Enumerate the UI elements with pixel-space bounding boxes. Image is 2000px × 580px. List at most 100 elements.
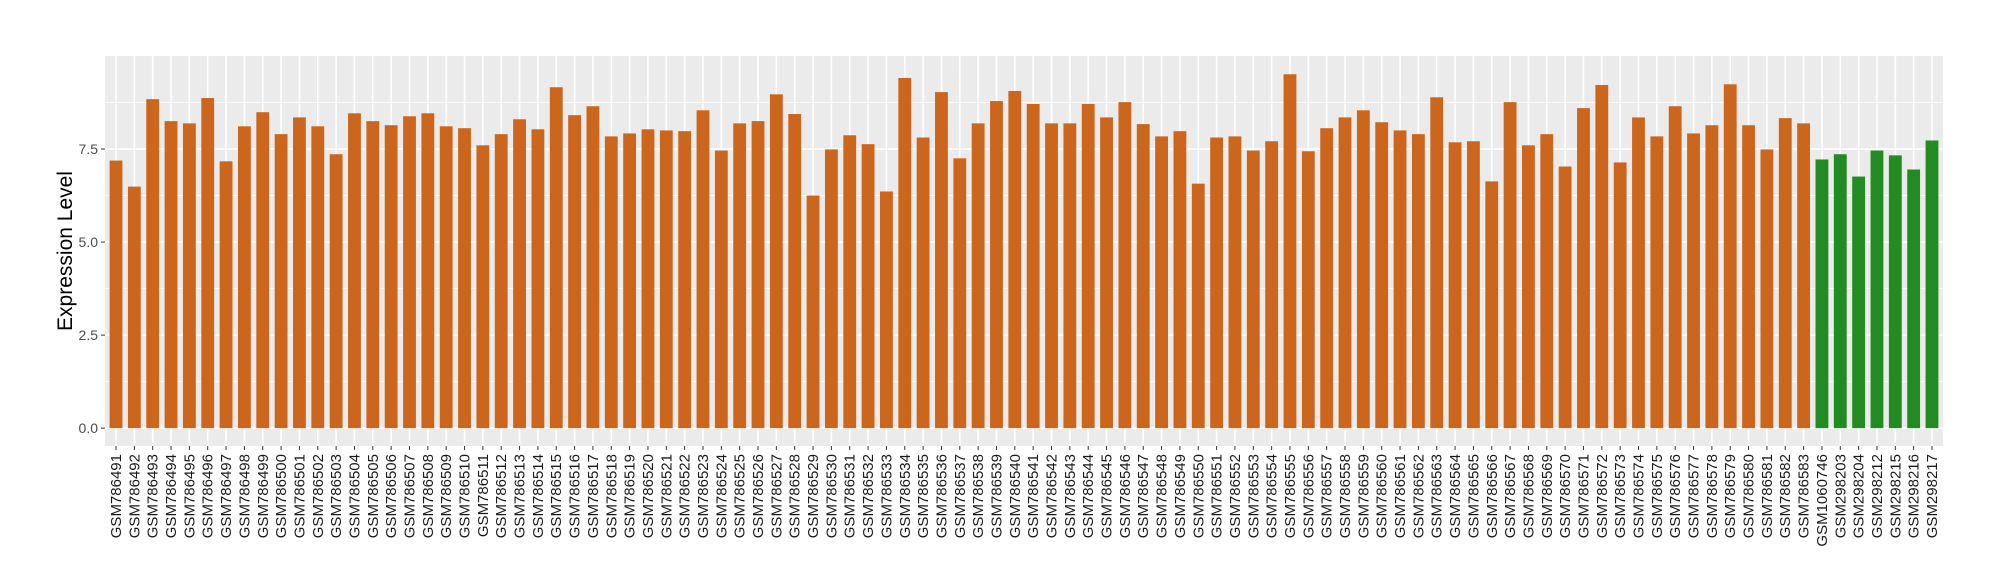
bar-GSM786538 xyxy=(971,123,985,429)
bar-GSM786583 xyxy=(1797,123,1811,429)
bar-GSM1060746 xyxy=(1815,159,1829,429)
x-tick-label: GSM786512 xyxy=(493,454,510,538)
bar-GSM786515 xyxy=(549,87,563,429)
bar-GSM786565 xyxy=(1466,141,1480,429)
x-tick-label: GSM786570 xyxy=(1557,454,1574,538)
bar-GSM786521 xyxy=(659,130,673,429)
x-tick-label: GSM786501 xyxy=(291,454,308,538)
x-tick-label: GSM786532 xyxy=(860,454,877,538)
x-tick-label: GSM786497 xyxy=(218,454,235,538)
x-tick-label: GSM786493 xyxy=(145,454,162,538)
x-tick-label: GSM786492 xyxy=(126,454,143,538)
x-tick-label: GSM786574 xyxy=(1631,454,1648,538)
x-tick-label: GSM786564 xyxy=(1447,454,1464,538)
bar-GSM786569 xyxy=(1540,134,1554,429)
x-tick-label: GSM786534 xyxy=(897,454,914,538)
x-tick-label: GSM786583 xyxy=(1796,454,1813,538)
bar-GSM298216 xyxy=(1907,169,1921,429)
x-tick-label: GSM786533 xyxy=(878,454,895,538)
bar-GSM786582 xyxy=(1778,118,1792,429)
y-tick-label: 0.0 xyxy=(79,420,99,436)
y-axis-title: Expression Level xyxy=(54,171,77,331)
bar-GSM786526 xyxy=(751,121,765,429)
x-tick-label: GSM786566 xyxy=(1484,454,1501,538)
x-tick-label: GSM786552 xyxy=(1227,454,1244,538)
bar-GSM786498 xyxy=(237,126,251,429)
x-tick-label: GSM786525 xyxy=(732,454,749,538)
x-tick-label: GSM786543 xyxy=(1062,454,1079,538)
bar-GSM786536 xyxy=(935,92,948,429)
x-tick-label: GSM786575 xyxy=(1649,454,1666,538)
bar-GSM298217 xyxy=(1925,140,1939,429)
bar-GSM786554 xyxy=(1265,141,1279,429)
x-tick-label: GSM786578 xyxy=(1704,454,1721,538)
bar-GSM298215 xyxy=(1888,155,1902,429)
bar-GSM786510 xyxy=(458,128,471,429)
bar-GSM786570 xyxy=(1558,166,1572,429)
bar-GSM298203 xyxy=(1833,154,1847,429)
bar-GSM786552 xyxy=(1228,136,1242,429)
bar-GSM786524 xyxy=(714,150,728,429)
y-axis: 0.0 2.5 5.0 7.5 xyxy=(79,141,105,436)
bar-GSM786556 xyxy=(1301,151,1315,429)
y-tick-label: 7.5 xyxy=(79,141,99,157)
x-tick-label: GSM786541 xyxy=(1025,454,1042,538)
x-tick-label: GSM786511 xyxy=(475,454,492,537)
bar-GSM786520 xyxy=(641,129,655,429)
bar-GSM786529 xyxy=(806,195,820,429)
bar-GSM786509 xyxy=(439,126,453,429)
bar-GSM786504 xyxy=(348,113,361,429)
x-tick-label: GSM786520 xyxy=(640,454,657,538)
x-tick-label: GSM786491 xyxy=(108,454,125,538)
bar-GSM786559 xyxy=(1356,110,1370,429)
x-tick-label: GSM786527 xyxy=(768,454,785,538)
x-tick-label: GSM786539 xyxy=(988,454,1005,538)
bar-GSM786553 xyxy=(1246,150,1260,429)
bar-GSM786530 xyxy=(824,149,838,429)
x-tick-label: GSM786576 xyxy=(1667,454,1684,538)
bar-GSM786564 xyxy=(1448,142,1462,429)
bar-GSM786497 xyxy=(219,161,233,429)
bar-GSM786537 xyxy=(953,158,967,429)
x-tick-label: GSM786551 xyxy=(1209,454,1226,538)
bar-GSM786562 xyxy=(1411,134,1425,429)
bar-GSM298204 xyxy=(1852,176,1866,429)
x-tick-label: GSM786524 xyxy=(713,454,730,538)
bar-GSM786513 xyxy=(513,119,526,429)
x-tick-label: GSM786514 xyxy=(530,454,547,538)
x-tick-label: GSM786537 xyxy=(952,454,969,538)
bar-GSM786543 xyxy=(1063,123,1077,429)
bar-GSM786505 xyxy=(366,121,380,429)
x-tick-label: GSM298204 xyxy=(1851,454,1868,538)
bar-GSM786522 xyxy=(678,131,692,429)
bar-GSM786514 xyxy=(531,129,545,429)
bar-GSM786579 xyxy=(1723,84,1737,429)
x-tick-label: GSM786554 xyxy=(1264,454,1281,538)
x-tick-label: GSM786544 xyxy=(1080,454,1097,538)
x-tick-label: GSM786568 xyxy=(1520,454,1537,538)
bar-GSM786542 xyxy=(1045,123,1058,429)
x-tick-label: GSM786502 xyxy=(310,454,327,538)
x-tick-label: GSM786508 xyxy=(420,454,437,538)
x-tick-label: GSM786499 xyxy=(255,454,272,538)
bar-GSM786555 xyxy=(1283,74,1297,429)
x-tick-label: GSM786572 xyxy=(1594,454,1611,538)
x-tick-label: GSM786521 xyxy=(658,454,675,538)
x-tick-label: GSM786519 xyxy=(622,454,639,538)
x-tick-label: GSM786515 xyxy=(548,454,565,538)
bar-GSM786499 xyxy=(256,112,270,429)
x-tick-label: GSM786526 xyxy=(750,454,767,538)
bar-GSM786493 xyxy=(146,99,160,429)
x-tick-label: GSM786563 xyxy=(1429,454,1446,538)
bar-GSM786572 xyxy=(1595,85,1609,429)
y-tick-label: 5.0 xyxy=(79,234,99,250)
bar-GSM786581 xyxy=(1760,149,1774,429)
bar-GSM786546 xyxy=(1118,102,1132,429)
bar-GSM786573 xyxy=(1613,162,1627,429)
x-tick-label: GSM786536 xyxy=(933,454,950,538)
bar-GSM786541 xyxy=(1026,104,1040,429)
x-tick-label: GSM786547 xyxy=(1135,454,1152,538)
bar-GSM786516 xyxy=(568,115,582,429)
bar-GSM786511 xyxy=(476,145,490,429)
x-tick-label: GSM786500 xyxy=(273,454,290,538)
